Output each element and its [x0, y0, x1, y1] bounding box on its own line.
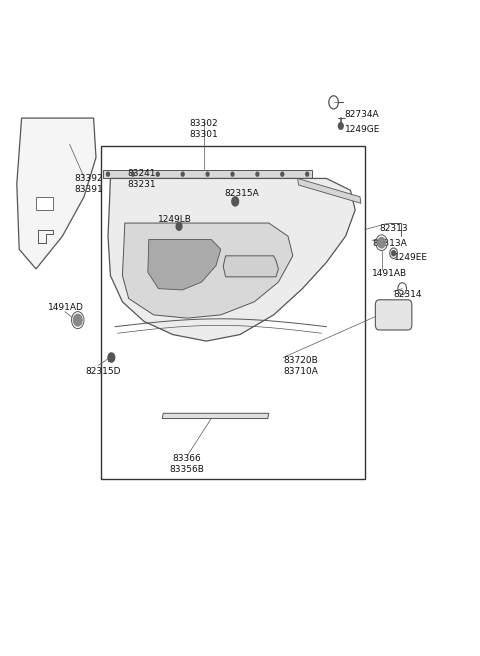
Text: 1249EE: 1249EE: [394, 253, 428, 262]
Polygon shape: [103, 170, 312, 178]
Circle shape: [108, 353, 115, 362]
Text: 82313A: 82313A: [372, 239, 407, 249]
Circle shape: [231, 172, 234, 176]
Circle shape: [256, 172, 259, 176]
Circle shape: [73, 314, 82, 326]
Text: 82734A: 82734A: [345, 110, 379, 119]
Circle shape: [181, 172, 184, 176]
Circle shape: [338, 123, 343, 129]
Polygon shape: [17, 118, 96, 269]
Text: 1491AB: 1491AB: [372, 269, 407, 278]
Circle shape: [306, 172, 309, 176]
Polygon shape: [108, 178, 355, 341]
Circle shape: [132, 172, 134, 176]
Text: 83392
83391: 83392 83391: [74, 174, 103, 194]
Text: 82314: 82314: [394, 290, 422, 299]
Circle shape: [378, 237, 385, 248]
Circle shape: [176, 222, 182, 230]
Circle shape: [232, 197, 239, 206]
Text: 82315A: 82315A: [225, 189, 259, 198]
Text: 1249LB: 1249LB: [158, 215, 192, 224]
Text: 1491AD: 1491AD: [48, 303, 84, 312]
Circle shape: [107, 172, 109, 176]
Text: 83241
83231: 83241 83231: [127, 169, 156, 190]
Polygon shape: [223, 256, 278, 277]
Text: 83720B
83710A: 83720B 83710A: [283, 356, 318, 376]
FancyBboxPatch shape: [375, 300, 412, 330]
Text: 83366
83356B: 83366 83356B: [170, 454, 204, 474]
Polygon shape: [148, 239, 221, 290]
Polygon shape: [162, 413, 269, 419]
Circle shape: [281, 172, 284, 176]
Circle shape: [392, 251, 396, 256]
Circle shape: [156, 172, 159, 176]
Polygon shape: [122, 223, 293, 318]
Text: 83302
83301: 83302 83301: [190, 119, 218, 140]
Text: 82315D: 82315D: [85, 367, 121, 377]
Text: 82313: 82313: [379, 224, 408, 234]
Bar: [101, 146, 365, 479]
Circle shape: [206, 172, 209, 176]
Polygon shape: [36, 197, 53, 210]
Text: 1249GE: 1249GE: [345, 125, 380, 134]
Polygon shape: [298, 178, 361, 203]
